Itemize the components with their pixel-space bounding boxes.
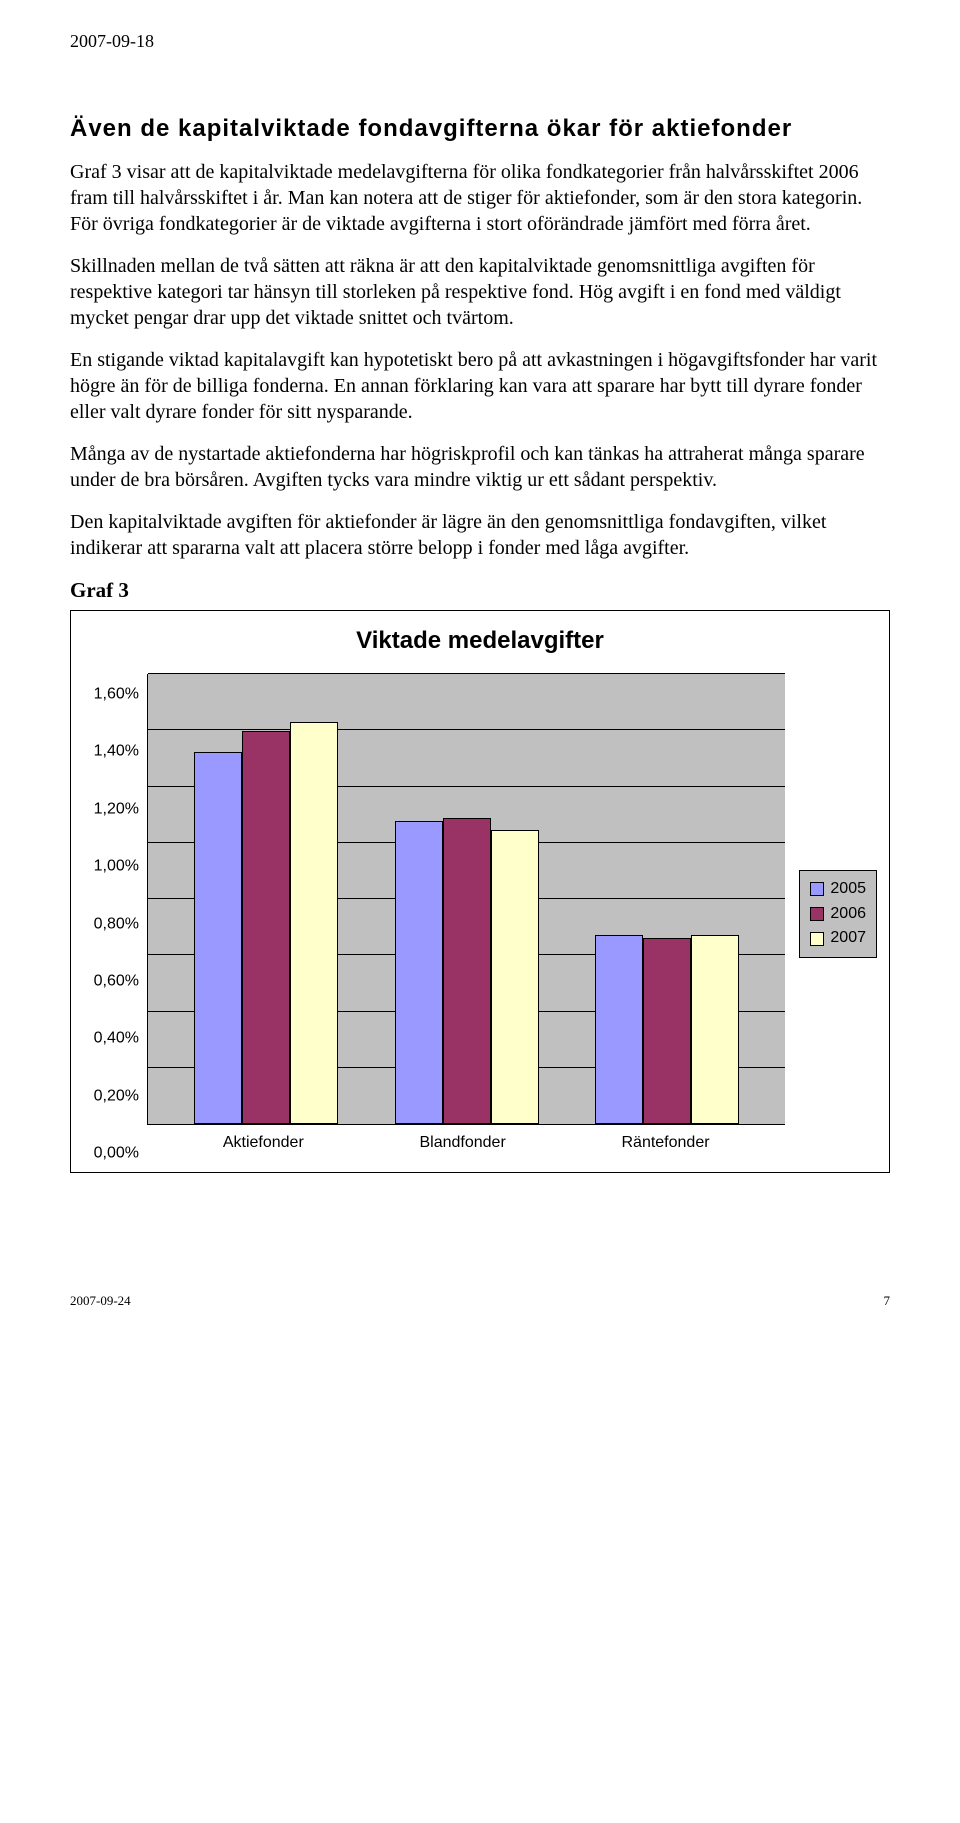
legend-swatch (810, 882, 824, 896)
legend-swatch (810, 932, 824, 946)
x-tick-label: Aktiefonder (223, 1133, 304, 1154)
chart-container: Viktade medelavgifter 0,00% 0,20% 0,40% 0,6… (70, 610, 890, 1173)
bar (395, 821, 443, 1124)
bar-group (395, 818, 539, 1124)
y-tick-label: 1,00% (83, 857, 139, 878)
chart-label: Graf 3 (70, 577, 890, 604)
chart-plot (147, 674, 785, 1125)
bar (643, 938, 691, 1124)
legend-item: 2006 (810, 902, 866, 927)
body-paragraph: Graf 3 visar att de kapitalviktade medel… (70, 159, 890, 237)
bar (194, 752, 242, 1124)
bars-area (148, 674, 785, 1124)
x-axis: Aktiefonder Blandfonder Räntefonder (147, 1125, 785, 1154)
bar (290, 722, 338, 1124)
legend-label: 2007 (830, 928, 866, 949)
y-tick-label: 1,60% (83, 684, 139, 705)
bar-group (194, 722, 338, 1124)
y-tick-label: 1,40% (83, 742, 139, 763)
legend-swatch (810, 907, 824, 921)
bar-group (595, 935, 739, 1124)
body-paragraph: Många av de nystartade aktiefonderna har… (70, 441, 890, 493)
bar (491, 830, 539, 1124)
body-paragraph: Den kapitalviktade avgiften för aktiefon… (70, 509, 890, 561)
body-paragraph: En stigande viktad kapitalavgift kan hyp… (70, 347, 890, 425)
page-title: Även de kapitalviktade fondavgifterna ök… (70, 113, 890, 144)
legend-label: 2006 (830, 904, 866, 925)
y-tick-label: 0,80% (83, 914, 139, 935)
footer-page-number: 7 (884, 1293, 891, 1310)
x-tick-label: Blandfonder (419, 1133, 505, 1154)
y-tick-label: 0,20% (83, 1086, 139, 1107)
y-tick-label: 0,00% (83, 1144, 139, 1165)
chart-title: Viktade medelavgifter (83, 625, 877, 656)
footer-date: 2007-09-24 (70, 1293, 131, 1310)
body-paragraph: Skillnaden mellan de två sätten att räkn… (70, 253, 890, 331)
page-footer: 2007-09-24 7 (70, 1293, 890, 1310)
x-tick-label: Räntefonder (621, 1133, 709, 1154)
header-date: 2007-09-18 (70, 30, 890, 53)
bar (691, 935, 739, 1124)
legend-item: 2007 (810, 926, 866, 951)
y-tick-label: 0,40% (83, 1029, 139, 1050)
bar (443, 818, 491, 1124)
legend-label: 2005 (830, 879, 866, 900)
legend-item: 2005 (810, 877, 866, 902)
y-tick-label: 1,20% (83, 799, 139, 820)
bar (595, 935, 643, 1124)
y-axis: 0,00%0,20%0,40%0,60%0,80%1,00%1,20%1,40%… (83, 674, 147, 1154)
legend: 2005 2006 2007 (799, 870, 877, 958)
bar (242, 731, 290, 1124)
y-tick-label: 0,60% (83, 971, 139, 992)
